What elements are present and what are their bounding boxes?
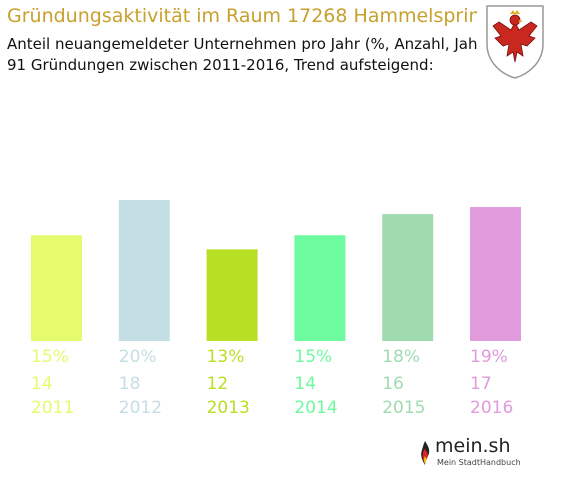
chart-subtitle: Anteil neuangemeldeter Unternehmen pro J… — [7, 35, 490, 53]
count-label-2011: 14 — [31, 374, 53, 394]
bar-2016 — [470, 207, 521, 341]
chart-summary: 91 Gründungen zwischen 2011-2016, Trend … — [7, 56, 434, 74]
chart-title: Gründungsaktivität im Raum 17268 Hammels… — [7, 5, 493, 27]
logo-tagline: Mein StadtHandbuch — [437, 458, 521, 467]
bar-2011 — [31, 235, 82, 341]
percent-label-2014: 15% — [294, 347, 333, 367]
count-label-2016: 17 — [470, 374, 492, 394]
year-label-2012: 2012 — [118, 398, 163, 418]
count-label-2012: 18 — [118, 374, 141, 394]
logo-wordmark: mein.sh — [435, 435, 511, 457]
count-label-2014: 14 — [294, 374, 317, 394]
year-label-2016: 2016 — [470, 398, 514, 418]
mein-sh-logo: mein.sh Mein StadtHandbuch — [415, 432, 527, 472]
percent-label-2012: 20% — [118, 347, 157, 367]
percent-label-2016: 19% — [470, 347, 508, 367]
bar-2013 — [206, 249, 258, 341]
year-label-2014: 2014 — [294, 398, 338, 418]
percent-label-2015: 18% — [382, 347, 420, 367]
percent-label-2011: 15% — [31, 347, 69, 367]
bar-2012 — [118, 200, 170, 341]
percent-label-2013: 13% — [206, 347, 245, 367]
count-label-2013: 12 — [206, 374, 229, 394]
year-label-2015: 2015 — [382, 398, 426, 418]
brandenburg-eagle-crest-icon — [477, 0, 553, 82]
germany-flag-icon — [421, 441, 430, 465]
year-label-2011: 2011 — [31, 398, 75, 418]
bar-2014 — [294, 235, 346, 341]
bar-2015 — [382, 214, 434, 341]
year-label-2013: 2013 — [206, 398, 250, 418]
count-label-2015: 16 — [382, 374, 404, 394]
